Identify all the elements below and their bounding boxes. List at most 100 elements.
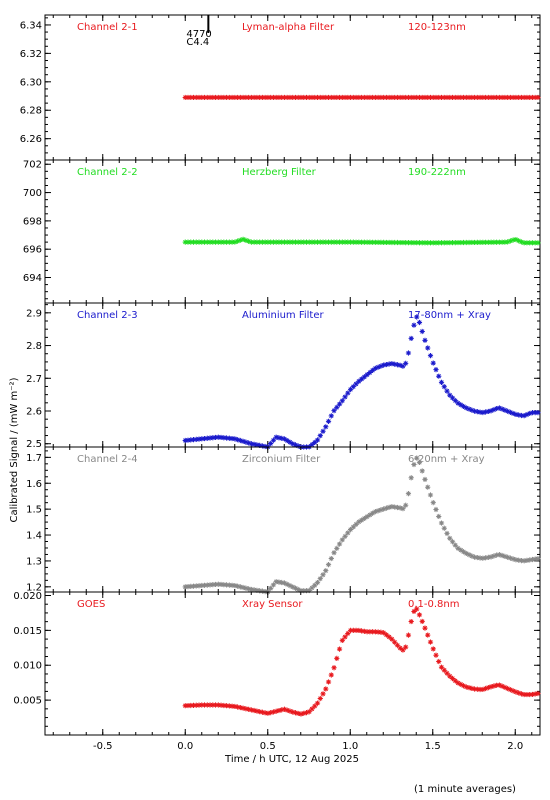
panel-5-data-point [309, 706, 315, 712]
panel-4-data-point [240, 584, 246, 591]
panel-4-filter-label: Zirconium Filter [242, 454, 321, 465]
panel-4-data-point [364, 514, 370, 520]
panel-1-data-point [295, 94, 301, 101]
panel-2-data-point [356, 239, 362, 245]
panel-4-data-point [306, 587, 312, 594]
panel-2-data-point [246, 238, 252, 244]
panel-2-data-point [408, 240, 414, 246]
panel-1-data-point [292, 94, 299, 101]
panel-5-filter-label: Xray Sensor [242, 599, 303, 610]
panel-2-data-point [259, 239, 266, 245]
panel-3-data-point [447, 392, 453, 398]
panel-1-data-point [270, 94, 277, 101]
panel-2-data-point [342, 239, 348, 245]
panel-3-ytick-label: 2.5 [26, 439, 42, 450]
panel-4-data-point [237, 584, 243, 590]
panel-1-data-point [372, 94, 378, 101]
panel-3-data-point [188, 437, 194, 443]
panel-2-data-point [463, 239, 469, 246]
panel-3-data-point [235, 437, 241, 443]
panel-3-frame [44, 302, 541, 448]
panel-3-data-point [199, 436, 205, 442]
panel-4-data-point [323, 568, 329, 574]
panel-5-data-point [535, 690, 541, 697]
panel-5-data-point [386, 634, 392, 640]
panel-5-data-point [323, 686, 329, 692]
panel-4-data-point [279, 579, 285, 586]
panel-5-data-point [229, 703, 235, 709]
panel-3-data-point [290, 441, 296, 447]
panel-4-data-point [378, 507, 384, 513]
panel-3-data-point [207, 435, 213, 441]
panel-5-data-point [320, 691, 326, 697]
panel-4-data-point [416, 459, 423, 466]
panel-2-data-point [312, 239, 318, 245]
panel-2-data-point [460, 239, 467, 246]
panel-1-data-point [532, 94, 538, 101]
panel-3-data-point [386, 361, 392, 367]
panel-1-data-point [483, 94, 489, 101]
panel-4-data-point [232, 582, 238, 589]
panel-1-data-point [190, 94, 197, 101]
panel-4-data-point [447, 535, 453, 541]
panel-5-data-point [199, 702, 205, 708]
panel-2-data-point [444, 240, 450, 246]
panel-5-data-point [455, 680, 461, 686]
panel-5-data-point [427, 639, 434, 645]
panel-2-data-point [405, 240, 412, 246]
panel-1-data-point [405, 94, 412, 101]
panel-3-channel-label: Channel 2-3 [77, 310, 138, 321]
panel-5-data-point [290, 709, 296, 715]
panel-3-data-point [345, 390, 351, 396]
panel-3-data-point [243, 439, 249, 445]
panel-4-data-point [488, 554, 494, 560]
panel-4-data-point [207, 582, 213, 588]
panel-5-data-point [444, 670, 450, 676]
panel-3-data-point [353, 381, 359, 387]
panel-1-data-point [529, 94, 536, 101]
panel-4-data-point [411, 461, 417, 468]
panel-2-data-point [301, 239, 307, 245]
panel-4-data-point [301, 588, 307, 594]
panel-3-data-point [389, 361, 395, 367]
panel-2-data-point [452, 240, 458, 246]
panel-2-data-point [185, 239, 191, 245]
panel-4-data-point [314, 579, 321, 586]
panel-5-data-point [292, 710, 299, 716]
panel-5-data-point [331, 665, 337, 671]
panel-3-data-point [232, 436, 238, 442]
panel-1-channel-label: Channel 2-1 [77, 22, 138, 33]
panel-2-data-point [389, 239, 395, 246]
panel-3-data-point [518, 412, 525, 419]
panel-3-ytick-label: 2.6 [26, 407, 42, 418]
panel-5-data-point [524, 691, 530, 698]
panel-1-data-point [301, 94, 307, 101]
y-axis-label: Calibrated Signal / (mW m⁻²) [9, 377, 20, 522]
panel-5-data-point [389, 636, 395, 642]
panel-5-data-point [273, 708, 279, 714]
panel-3-data-point [257, 442, 263, 448]
panel-5-data-point [496, 682, 502, 688]
panel-5-data-point [372, 629, 378, 635]
panel-1-data-point [521, 94, 527, 101]
panel-2-data-point [292, 239, 299, 245]
panel-1-data-point [210, 94, 216, 101]
panel-1-data-point [240, 94, 246, 101]
panel-5-data-point [430, 646, 436, 652]
panel-5-data-point [204, 702, 210, 708]
panel-1-data-point [193, 94, 199, 101]
panel-5-data-point [483, 685, 489, 692]
panel-3-data-point [469, 407, 475, 413]
panel-1-frame [44, 14, 541, 161]
panel-4-data-point [345, 530, 351, 536]
panel-3-data-point [458, 402, 464, 408]
panel-3-data-point [223, 435, 230, 441]
panel-5-data-point [419, 618, 425, 625]
panel-1-ytick-label: 6.32 [20, 49, 42, 60]
panel-3-data-point [212, 434, 219, 441]
x-axis-label: Time / h UTC, 12 Aug 2025 [224, 754, 359, 765]
panel-4-data-point [419, 468, 425, 474]
panel-4-data-point [196, 583, 202, 589]
panel-1-data-point [339, 94, 345, 101]
panel-1-data-point [381, 94, 387, 101]
